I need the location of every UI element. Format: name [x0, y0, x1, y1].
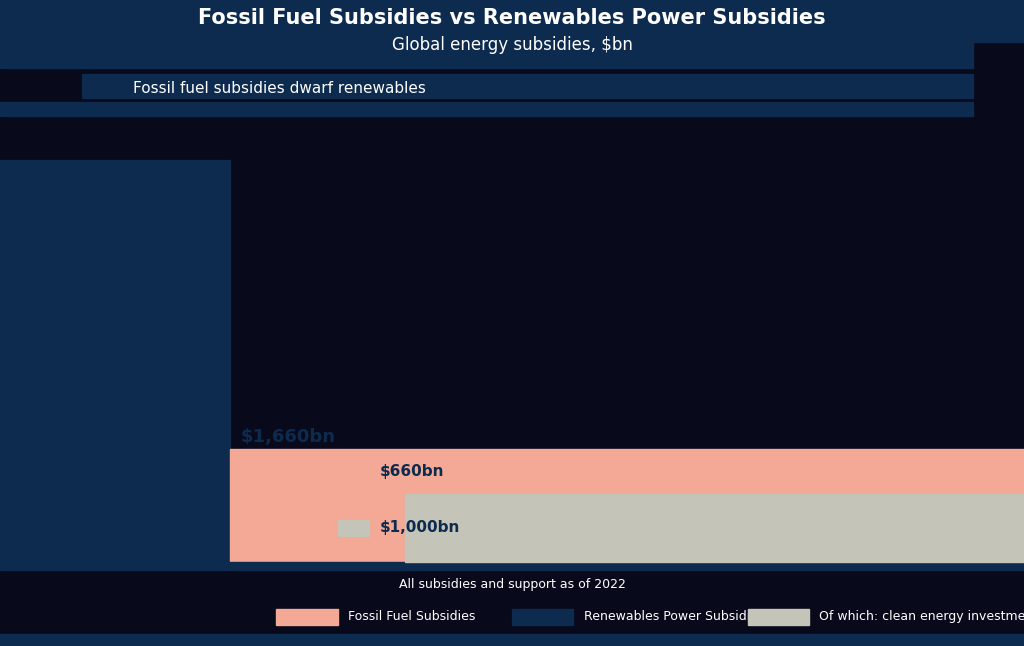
Text: Of which: clean energy investment: Of which: clean energy investment	[819, 610, 1024, 623]
Bar	[0, 562, 1024, 570]
Bar	[0, 634, 1024, 646]
Text: $660bn: $660bn	[379, 464, 443, 479]
Text: $1,660bn: $1,660bn	[241, 428, 336, 446]
Text: $5,900bn: $5,900bn	[10, 167, 172, 196]
Text: Fossil fuel subsidies dwarf renewables: Fossil fuel subsidies dwarf renewables	[133, 81, 426, 96]
Bar	[0, 32, 973, 68]
Text: Fossil Fuel Subsidies vs Renewables Power Subsidies: Fossil Fuel Subsidies vs Renewables Powe…	[199, 8, 825, 28]
Bar	[338, 463, 370, 479]
Bar	[512, 609, 573, 625]
Text: $1,000bn: $1,000bn	[379, 521, 460, 536]
Bar	[748, 609, 809, 625]
Bar	[338, 519, 370, 536]
Bar	[0, 102, 973, 116]
Bar	[0, 0, 1024, 42]
Bar	[0, 160, 230, 562]
Bar	[82, 74, 973, 98]
Bar	[406, 494, 1024, 562]
Text: Global energy subsidies, $bn: Global energy subsidies, $bn	[391, 36, 633, 54]
Text: Fossil Fuel Subsidies: Fossil Fuel Subsidies	[348, 610, 475, 623]
Text: Renewables Power Subsidies: Renewables Power Subsidies	[584, 610, 764, 623]
Bar	[276, 609, 338, 625]
Text: All subsidies and support as of 2022: All subsidies and support as of 2022	[398, 578, 626, 591]
Bar	[230, 449, 1024, 562]
